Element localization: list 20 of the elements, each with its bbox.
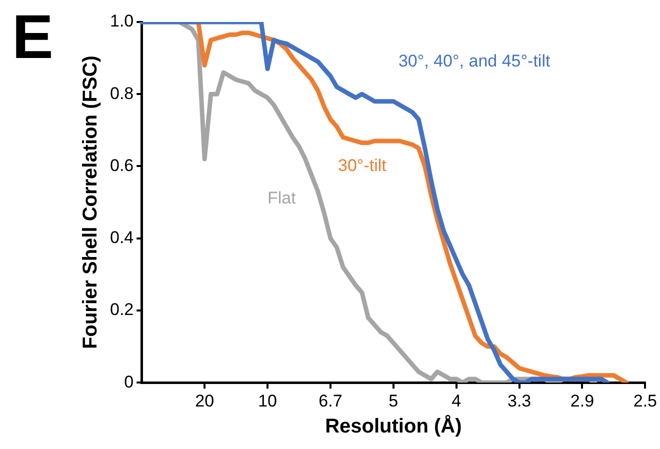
x-tick-label: 3.3 (507, 391, 532, 410)
series-label: 30°-tilt (338, 156, 387, 175)
x-tick-label: 4 (452, 391, 462, 410)
text: E (12, 3, 54, 72)
y-tick-label: 0.2 (110, 300, 134, 320)
x-tick-label: 6.7 (318, 391, 342, 410)
x-tick-label: 20 (195, 391, 214, 410)
x-tick-label: 5 (388, 391, 398, 410)
y-tick-label: 0.6 (110, 156, 134, 175)
y-tick-label: 0.4 (110, 228, 134, 248)
x-tick-label: 2.5 (633, 391, 658, 410)
y-tick-label: 0.8 (110, 84, 134, 103)
x-axis-title: Resolution (Å) (325, 414, 462, 438)
y-tick-label: 0 (124, 372, 134, 392)
series-label: 30°, 40°, and 45°-tilt (398, 51, 550, 70)
x-tick-label: 10 (258, 391, 277, 410)
y-tick-label: 1.0 (110, 12, 134, 31)
series-label: Flat (268, 188, 296, 208)
x-tick-label: 2.9 (570, 391, 594, 410)
y-axis-title: Fourier Shell Correlation (FSC) (80, 56, 102, 349)
